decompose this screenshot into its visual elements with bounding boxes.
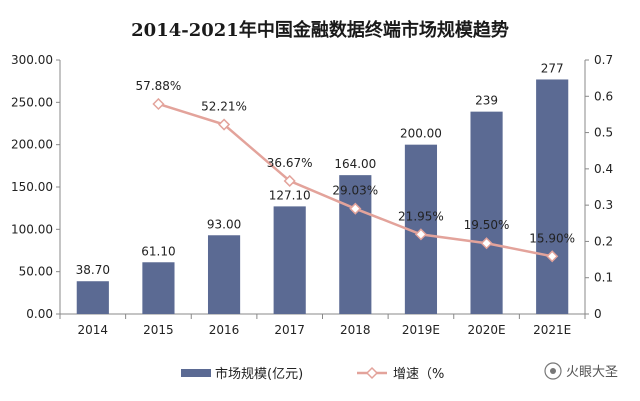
y-left-tick-label: 50.00 [19, 265, 53, 279]
x-tick-label: 2018 [340, 323, 371, 337]
plot-area: 0.00 50.00 100.00 150.00 200.00 250.00 300.00 0… [11, 53, 613, 337]
growth-data-label: 21.95% [398, 209, 444, 223]
growth-point [152, 97, 165, 111]
bar-data-label: 239 [475, 94, 498, 108]
watermark-text: 火眼大圣 [566, 365, 618, 380]
legend-label-bar: 市场规模(亿元) [215, 366, 303, 382]
chart-title: 2014-2021年中国金融数据终端市场规模趋势 [131, 19, 509, 41]
bar [273, 206, 306, 314]
legend-label-growth: 增速（% [393, 367, 444, 382]
bar [142, 262, 175, 314]
y-right-tick-label: 0.3 [594, 198, 613, 212]
growth-data-label: 19.50% [464, 218, 510, 232]
x-tick-label: 2016 [209, 323, 240, 337]
bar-data-label: 127.10 [269, 188, 311, 202]
growth-point [283, 174, 296, 188]
growth-data-label: 52.21% [201, 100, 247, 114]
legend: 市场规模(亿元) 增速（% [181, 366, 444, 382]
x-tick-label: 2017 [274, 323, 305, 337]
growth-point [349, 202, 362, 215]
watermark-logo-icon [544, 362, 562, 380]
x-tick-label: 2020E [468, 323, 506, 337]
bar-data-label: 277 [541, 61, 564, 75]
growth-point [218, 118, 231, 131]
growth-point [414, 228, 427, 241]
bar [207, 235, 241, 314]
y-right-tick-label: 0.6 [594, 89, 613, 103]
y-right-tick-label: 0.4 [594, 162, 613, 176]
x-tick-label: 2015 [143, 323, 174, 337]
growth-data-label: 36.67% [267, 156, 313, 170]
y-left-tick-label: 0.00 [26, 307, 53, 321]
y-right-tick-label: 0.1 [594, 271, 613, 285]
bar-data-label: 61.10 [141, 244, 175, 258]
bar [76, 281, 109, 314]
bar [470, 111, 503, 314]
growth-data-label: 57.88% [136, 79, 182, 93]
growth-data-label: 15.90% [529, 231, 575, 245]
watermark-logo-dot [550, 368, 556, 374]
y-left-tick-label: 200.00 [11, 138, 53, 152]
x-tick-label: 2021E [533, 323, 571, 337]
legend-swatch-bar [181, 369, 211, 377]
y-left-tick-label: 300.00 [11, 53, 53, 67]
x-tick-label: 2014 [78, 323, 109, 337]
watermark: 火眼大圣 [544, 362, 618, 380]
y-left-tick-label: 250.00 [11, 95, 53, 109]
bar-data-label: 93.00 [207, 217, 241, 231]
y-right-tick-label: 0 [594, 307, 602, 321]
y-right-tick-label: 0.7 [594, 53, 613, 67]
legend-marker-growth [365, 366, 379, 380]
x-tick-label: 2019E [402, 323, 440, 337]
bar-data-label: 200.00 [400, 127, 442, 141]
bar-data-label: 164.00 [334, 157, 376, 171]
y-right-tick-label: 0.2 [594, 234, 613, 248]
growth-point [546, 250, 559, 263]
y-right-tick-label: 0.5 [594, 126, 613, 140]
bar-data-label: 38.70 [76, 263, 110, 277]
bar [339, 175, 372, 314]
y-left-tick-label: 100.00 [11, 222, 53, 236]
growth-point [480, 237, 493, 250]
bar [536, 79, 569, 315]
y-left-tick-label: 150.00 [11, 180, 53, 194]
growth-data-label: 29.03% [332, 184, 378, 198]
